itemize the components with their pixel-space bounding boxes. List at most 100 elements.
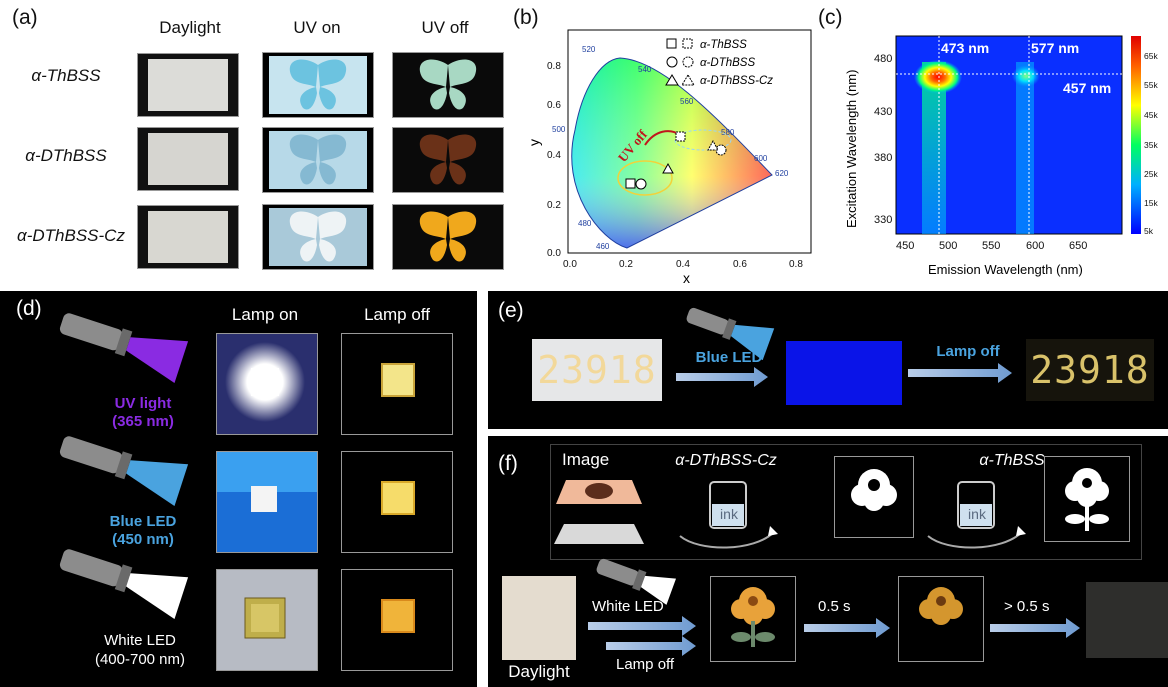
- annot-577: 577 nm: [1031, 40, 1079, 56]
- ink1-text: ink: [720, 506, 738, 522]
- legend-thbss: α-ThBSS: [700, 39, 747, 51]
- arrow-white-led: [588, 616, 696, 636]
- row-label-thbss: α-ThBSS: [31, 66, 101, 85]
- ex-tick-380: 380: [874, 152, 892, 164]
- peak-473: [914, 60, 962, 94]
- arrow-blue-led: [676, 367, 768, 387]
- uv-on-butterfly-1: [262, 52, 374, 118]
- ex-tick-430: 430: [874, 106, 892, 118]
- ink2-label: α-ThBSS: [979, 452, 1045, 469]
- lamp-on-uv-photo: [216, 333, 318, 435]
- white-led-step-label: White LED: [592, 598, 664, 615]
- y-tick-0: 0.0: [547, 248, 561, 259]
- digit-display-afterglow: 23918: [1026, 339, 1154, 401]
- wl-560: 560: [680, 97, 694, 106]
- uv-light-range: (365 nm): [112, 413, 174, 430]
- blue-flashlight-icon: [59, 436, 189, 506]
- ink-beaker-2: [927, 481, 1026, 549]
- uv-off-butterfly-2: [392, 127, 504, 193]
- panel-a-label: (a): [12, 6, 38, 29]
- y-tick-2: 0.4: [547, 150, 561, 161]
- ink1-label: α-DThBSS-Cz: [675, 452, 777, 469]
- ex-tick-480: 480: [874, 53, 892, 65]
- lamp-off-uv-photo: [341, 333, 453, 435]
- marker-triangle-dash: [707, 139, 719, 151]
- row-label-dthbss-cz: α-DThBSS-Cz: [17, 226, 125, 245]
- white-led-name: White LED: [104, 632, 176, 649]
- y-tick-1: 0.2: [547, 200, 561, 211]
- peak-577: [1012, 65, 1040, 87]
- afterglow-rose-partial: [898, 576, 984, 662]
- cb-35k: 35k: [1144, 140, 1158, 150]
- white-flashlight-icon: [59, 549, 189, 619]
- legend-dthbss-cz: α-DThBSS-Cz: [700, 75, 773, 87]
- arrow-lamp-off: [908, 363, 1012, 383]
- blue-led-range: (450 nm): [112, 531, 174, 548]
- wl-480: 480: [578, 219, 592, 228]
- cb-5k: 5k: [1144, 226, 1154, 236]
- wl-600: 600: [754, 154, 768, 163]
- blue-illuminated-display: [786, 341, 902, 405]
- panel-b-label: (b): [513, 6, 539, 29]
- cb-25k: 25k: [1144, 169, 1158, 179]
- ellipse-uv-on: [617, 160, 673, 196]
- lamp-on-white-photo: [216, 569, 318, 671]
- daylight-film-1: [137, 53, 239, 117]
- cb-15k: 15k: [1144, 198, 1158, 208]
- em-tick-500: 500: [939, 240, 957, 252]
- lamp-off-white-photo: [341, 569, 453, 671]
- arrow-time-2: [990, 618, 1080, 638]
- wl-620: 620: [775, 169, 789, 178]
- em-tick-650: 650: [1069, 240, 1087, 252]
- image-label: Image: [562, 450, 610, 469]
- marker-square: [625, 178, 636, 189]
- panel-e-label: (e): [498, 299, 524, 322]
- marker-circle: [635, 178, 647, 190]
- wl-460: 460: [596, 242, 610, 251]
- marker-triangle: [662, 162, 674, 174]
- printed-rose-2: [1044, 456, 1130, 542]
- daylight-film-2: [137, 127, 239, 191]
- panel-e: (e) 23918 Blue LED Lamp off 23918: [488, 291, 1168, 429]
- em-tick-550: 550: [982, 240, 1000, 252]
- cie-chart: 0.0 0.2 0.4 0.6 0.8 0.0 0.2 0.4 0.6 0.8 …: [526, 29, 812, 285]
- lamp-off-blue-photo: [341, 451, 453, 553]
- white-led-flashlight-icon: [596, 558, 677, 605]
- daylight-film-3: [137, 205, 239, 269]
- y-tick-3: 0.6: [547, 100, 561, 111]
- uv-on-butterfly-2: [262, 127, 374, 193]
- uv-off-butterfly-3: [392, 204, 504, 270]
- excitation-emission-map: 473 nm 577 nm 457 nm 450 500 550 600 650…: [844, 35, 1158, 277]
- x-axis-label: x: [683, 270, 690, 285]
- stamp-template-icon: [554, 480, 644, 544]
- row-label-dthbss: α-DThBSS: [25, 146, 107, 165]
- panel-f: (f) Image α-DThBSS-Cz ink α-ThBSS ink Da…: [488, 436, 1168, 687]
- x-tick-4: 0.8: [789, 259, 803, 270]
- col-uv-on: UV on: [293, 18, 341, 37]
- blue-led-step-label: Blue LED: [695, 349, 763, 366]
- afterglow-rose-full: [710, 576, 796, 662]
- wl-500: 500: [552, 125, 566, 134]
- printing-process-frame: [550, 444, 1142, 560]
- wl-580: 580: [721, 128, 735, 137]
- arrow-lamp-off-f: [606, 636, 696, 656]
- col-lamp-on: Lamp on: [231, 305, 299, 324]
- blue-led-flashlight-icon: [686, 307, 775, 360]
- white-led-range: (400-700 nm): [94, 651, 186, 668]
- blue-led-name: Blue LED: [109, 513, 177, 530]
- panel-f-label: (f): [498, 452, 518, 475]
- annot-473: 473 nm: [941, 40, 989, 56]
- faded-print-photo: [1086, 582, 1168, 658]
- ink-beaker-1: [679, 481, 778, 549]
- uv-on-butterfly-3: [262, 204, 374, 270]
- em-tick-600: 600: [1026, 240, 1044, 252]
- y-axis-label: y: [526, 139, 542, 146]
- band-577: [1016, 62, 1034, 234]
- lamp-off-step-label-f: Lamp off: [616, 656, 675, 673]
- wl-520: 520: [582, 45, 596, 54]
- x-tick-3: 0.6: [733, 259, 747, 270]
- ex-axis-label: Excitation Wavelength (nm): [844, 70, 859, 228]
- x-tick-2: 0.4: [676, 259, 690, 270]
- time-label-2: > 0.5 s: [1004, 598, 1050, 615]
- wl-540: 540: [638, 65, 652, 74]
